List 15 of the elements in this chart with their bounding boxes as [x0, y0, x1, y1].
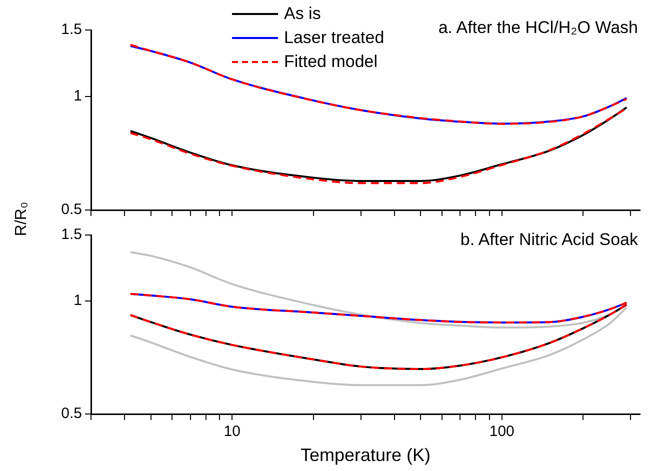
y-tick-label: 0.5	[61, 201, 82, 218]
y-tick-label: 1.5	[61, 21, 82, 38]
legend-label: As is	[284, 4, 321, 24]
legend-label: Fitted model	[284, 52, 378, 72]
y-tick-label: 1	[74, 88, 82, 105]
y-axis-title: R/R₀	[13, 200, 31, 238]
y-tick-label: 1	[74, 292, 82, 310]
x-axis-title: Temperature (K)	[300, 445, 431, 466]
legend-label: Laser treated	[284, 28, 384, 48]
chart-title: a. After the HCl/H₂O Wash	[438, 18, 638, 38]
x-tick-label: 100	[489, 423, 514, 440]
y-tick-label: 1.5	[61, 226, 82, 244]
x-tick-label: 10	[224, 423, 240, 440]
chart-title: b. After Nitric Acid Soak	[460, 230, 638, 250]
y-tick-label: 0.5	[61, 405, 82, 422]
